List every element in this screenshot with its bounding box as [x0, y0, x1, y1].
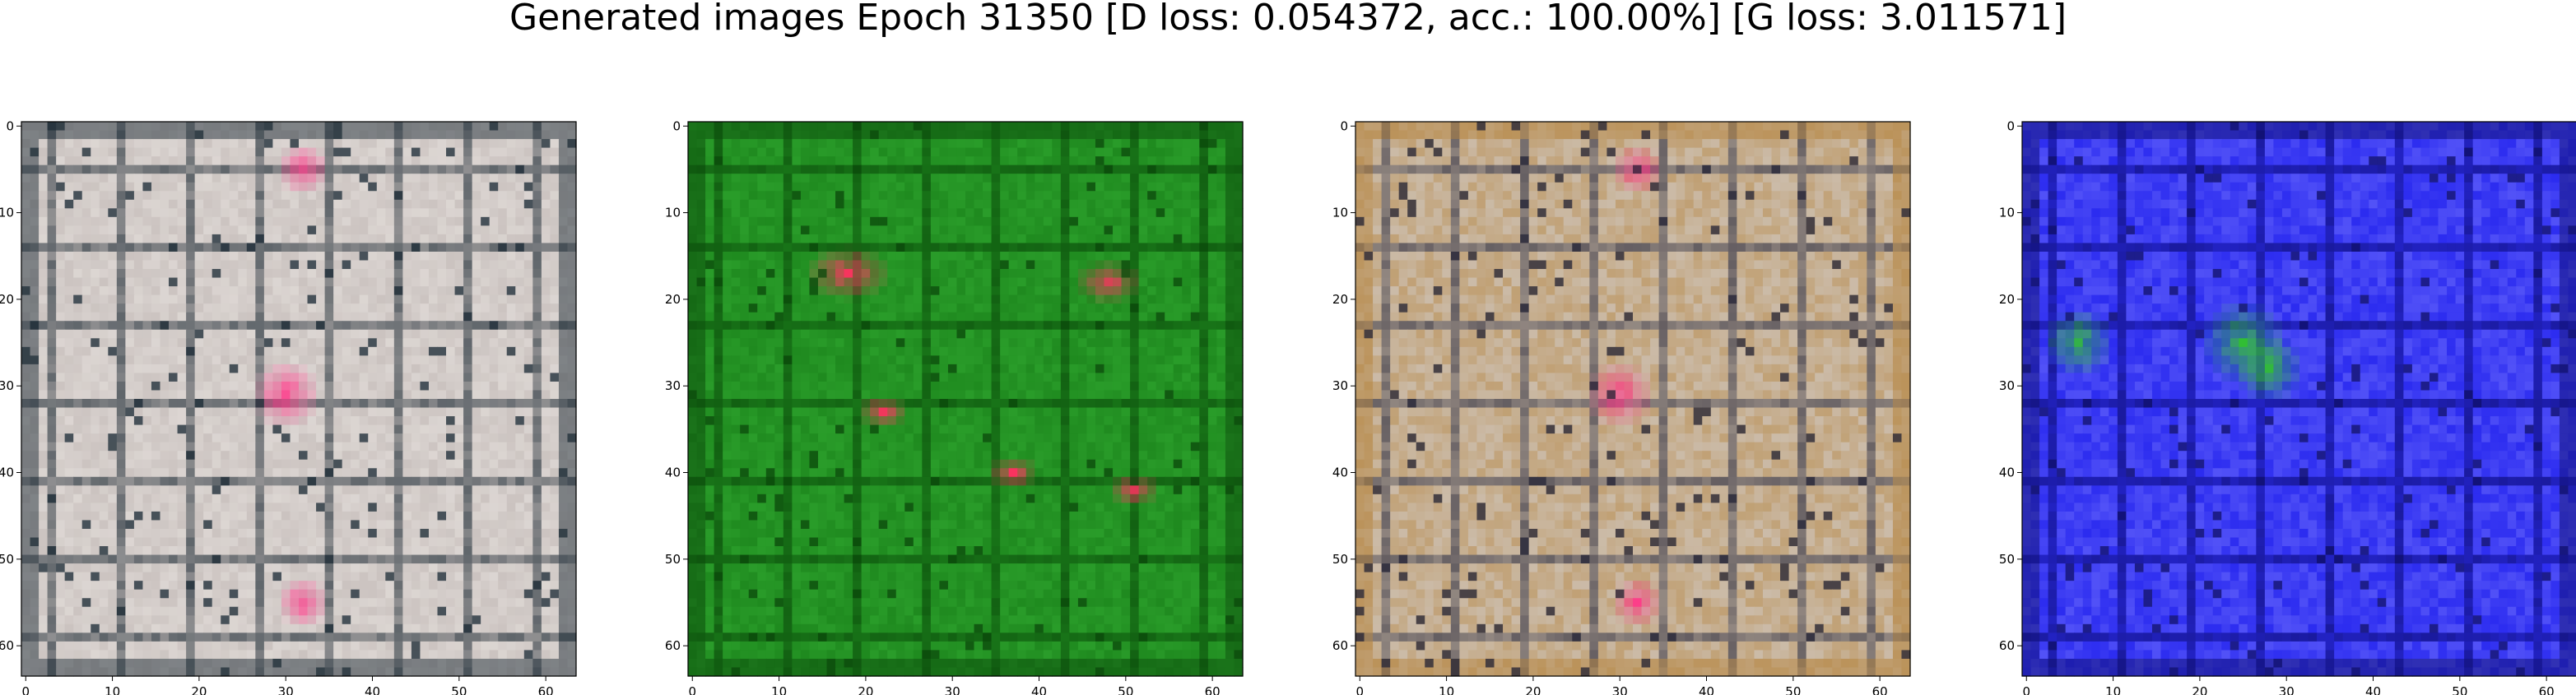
y-tick-label: 60 — [665, 638, 681, 653]
y-tick-label: 60 — [1999, 638, 2015, 653]
image-raster — [1355, 122, 1911, 677]
y-tick-label: 30 — [1999, 378, 2015, 393]
generated-image-3: 0 10 20 30 40 50 60 0 10 20 30 40 50 60 — [1332, 118, 1911, 695]
x-tick-label: 40 — [1031, 684, 1047, 695]
y-tick-label: 30 — [665, 378, 681, 393]
axes-frame — [1355, 121, 1911, 677]
x-tick-label: 60 — [1872, 684, 1888, 695]
x-tick-label: 20 — [191, 684, 207, 695]
y-tick-label: 40 — [1332, 466, 1348, 480]
x-tick-label: 20 — [858, 684, 873, 695]
x-tick-label: 60 — [2539, 684, 2555, 695]
x-tick-label: 10 — [1439, 684, 1454, 695]
y-tick-label: 10 — [665, 206, 681, 220]
y-tick-label: 40 — [665, 466, 681, 480]
x-tick-label: 50 — [2452, 684, 2467, 695]
generated-image-1: 0 10 20 30 40 50 60 0 10 20 30 40 50 60 — [0, 118, 577, 695]
y-tick-label: 0 — [6, 118, 14, 133]
y-tick-label: 0 — [1340, 118, 1348, 133]
figure-title: Generated images Epoch 31350 [D loss: 0.… — [509, 0, 2067, 39]
y-tick-label: 60 — [1332, 638, 1348, 653]
x-tick-label: 10 — [2105, 684, 2121, 695]
y-tick-label: 50 — [665, 552, 681, 567]
x-tick-label: 0 — [21, 684, 30, 695]
y-tick-label: 0 — [672, 118, 681, 133]
x-tick-label: 30 — [945, 684, 960, 695]
x-tick-label: 50 — [1118, 684, 1133, 695]
axes-frame — [2021, 121, 2576, 677]
x-tick-label: 10 — [771, 684, 787, 695]
x-tick-label: 40 — [2365, 684, 2381, 695]
y-tick-label: 10 — [1999, 206, 2015, 220]
y-tick-label: 50 — [1332, 552, 1348, 567]
y-tick-label: 30 — [0, 378, 14, 393]
y-tick-label: 20 — [1999, 292, 2015, 307]
x-tick-label: 50 — [451, 684, 467, 695]
y-tick-label: 40 — [1999, 466, 2015, 480]
y-tick-label: 50 — [0, 552, 14, 567]
y-tick-label: 20 — [665, 292, 681, 307]
y-tick-label: 30 — [1332, 378, 1348, 393]
y-tick-label: 60 — [0, 638, 14, 653]
y-tick-label: 10 — [1332, 206, 1348, 220]
x-tick-label: 50 — [1785, 684, 1801, 695]
x-tick-label: 20 — [1525, 684, 1541, 695]
generated-image-4: 0 10 20 30 40 50 60 0 10 20 30 40 50 60 — [1999, 118, 2576, 695]
x-tick-label: 30 — [1612, 684, 1628, 695]
axes-frame — [21, 121, 577, 677]
x-tick-label: 10 — [105, 684, 120, 695]
x-tick-label: 60 — [1205, 684, 1221, 695]
x-tick-label: 30 — [278, 684, 294, 695]
x-tick-label: 0 — [2022, 684, 2030, 695]
image-raster — [21, 122, 577, 677]
axes-frame — [687, 121, 1244, 677]
y-tick-label: 50 — [1999, 552, 2015, 567]
y-tick-label: 0 — [2006, 118, 2015, 133]
y-tick-label: 20 — [0, 292, 14, 307]
x-tick-label: 0 — [1355, 684, 1364, 695]
image-raster — [688, 122, 1244, 677]
x-tick-label: 40 — [365, 684, 380, 695]
x-tick-label: 0 — [688, 684, 696, 695]
x-tick-label: 40 — [1699, 684, 1714, 695]
y-tick-label: 40 — [0, 466, 14, 480]
x-tick-label: 20 — [2192, 684, 2207, 695]
generated-image-2: 0 10 20 30 40 50 60 0 10 20 30 40 50 60 — [665, 118, 1244, 695]
y-tick-label: 10 — [0, 206, 14, 220]
image-raster — [2022, 122, 2576, 677]
x-tick-label: 30 — [2279, 684, 2295, 695]
y-tick-label: 20 — [1332, 292, 1348, 307]
x-tick-label: 60 — [538, 684, 554, 695]
